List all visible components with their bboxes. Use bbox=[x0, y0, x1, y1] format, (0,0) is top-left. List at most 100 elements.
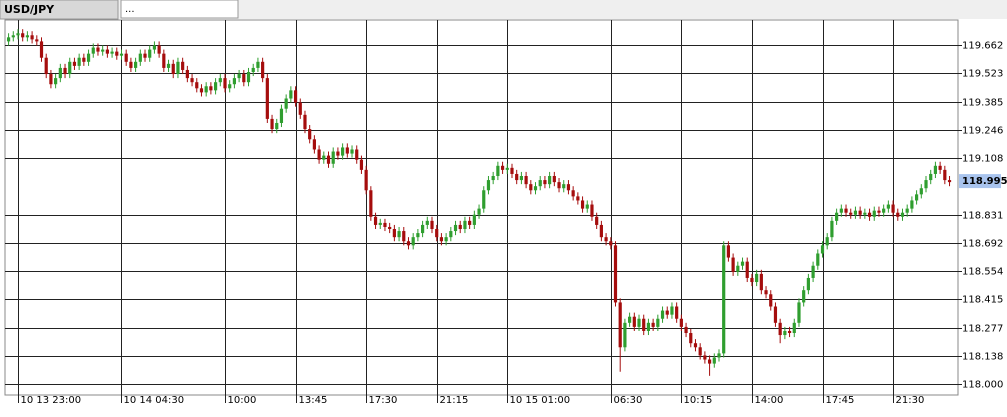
candle-body bbox=[839, 208, 843, 213]
candle-body bbox=[628, 316, 632, 323]
candle-body bbox=[383, 222, 387, 227]
candle-body bbox=[585, 204, 589, 209]
candle-body bbox=[764, 290, 768, 295]
candle-body bbox=[891, 204, 895, 213]
candle-body bbox=[308, 129, 312, 140]
candle-body bbox=[270, 118, 274, 130]
candle-body bbox=[176, 61, 180, 75]
candle-body bbox=[576, 196, 580, 201]
candle-body bbox=[237, 74, 241, 79]
candle-body bbox=[557, 182, 561, 189]
candle-body bbox=[242, 74, 246, 83]
candle-body bbox=[623, 322, 627, 348]
candle-body bbox=[797, 302, 801, 323]
candle-body bbox=[143, 53, 147, 58]
candle-body bbox=[326, 155, 331, 164]
candle-body bbox=[590, 204, 594, 217]
candle-body bbox=[63, 67, 67, 75]
candle-body bbox=[491, 175, 495, 181]
candle-body bbox=[406, 241, 411, 246]
candle-body bbox=[745, 261, 749, 278]
candle-body bbox=[378, 222, 382, 225]
candle-body bbox=[618, 302, 622, 348]
candle-body bbox=[684, 326, 688, 334]
candle-body bbox=[402, 231, 406, 242]
candle-body bbox=[181, 61, 185, 70]
candle-body bbox=[595, 216, 599, 225]
candle-body bbox=[279, 108, 284, 123]
candle-body bbox=[275, 122, 279, 130]
candle-body bbox=[246, 71, 251, 83]
x-tick-label: 10 13 23:00 bbox=[21, 395, 82, 406]
candle-body bbox=[566, 184, 571, 191]
y-tick-label: 119.108 bbox=[962, 154, 1003, 165]
candle-body bbox=[562, 184, 566, 189]
candle-body bbox=[929, 173, 933, 181]
candle-body bbox=[599, 224, 603, 238]
candle-body bbox=[110, 51, 114, 54]
candle-body bbox=[171, 63, 175, 75]
candle-body bbox=[44, 57, 48, 75]
candle-body bbox=[924, 180, 928, 189]
candle-body bbox=[341, 147, 345, 156]
candle-body bbox=[232, 78, 237, 85]
y-tick-label: 118.692 bbox=[962, 239, 1003, 250]
candle-body bbox=[722, 245, 726, 354]
candle-body bbox=[261, 61, 265, 79]
candle-body bbox=[284, 98, 288, 109]
candle-body bbox=[468, 220, 472, 225]
candle-body bbox=[698, 347, 702, 356]
candle-body bbox=[477, 208, 481, 215]
symbol-label: USD/JPY bbox=[4, 3, 55, 16]
candle-body bbox=[209, 86, 213, 91]
candle-body bbox=[218, 78, 222, 83]
candle-body bbox=[825, 237, 829, 246]
candle-body bbox=[938, 165, 942, 170]
candle-body bbox=[39, 41, 44, 58]
candle-body bbox=[670, 306, 674, 315]
candle-body bbox=[388, 226, 392, 230]
candle-body bbox=[439, 237, 444, 242]
candle-body bbox=[947, 180, 952, 183]
candle-body bbox=[524, 175, 528, 185]
candle-body bbox=[435, 229, 439, 238]
candle-body bbox=[119, 53, 124, 56]
candle-body bbox=[867, 212, 872, 217]
candle-body bbox=[416, 233, 420, 238]
candle-body bbox=[543, 180, 547, 185]
candle-body bbox=[651, 322, 655, 327]
second-tab[interactable] bbox=[120, 0, 239, 19]
candle-body bbox=[336, 151, 340, 156]
candle-body bbox=[486, 180, 491, 191]
candle-body bbox=[726, 245, 731, 258]
candle-body bbox=[632, 316, 636, 327]
candle-body bbox=[21, 33, 25, 38]
candle-body bbox=[25, 35, 29, 38]
candle-body bbox=[510, 167, 514, 174]
candle-body bbox=[298, 102, 302, 115]
candle-body bbox=[863, 212, 867, 215]
candle-body bbox=[707, 359, 712, 364]
candle-body bbox=[736, 265, 740, 272]
candle-body bbox=[886, 204, 890, 209]
candle-body bbox=[853, 210, 858, 215]
candle-body bbox=[905, 208, 909, 213]
symbol-tab[interactable] bbox=[0, 0, 119, 20]
x-tick-label: 10:00 bbox=[228, 395, 257, 406]
candle-body bbox=[96, 47, 100, 52]
x-tick-label: 06:30 bbox=[614, 395, 643, 406]
candle-body bbox=[293, 90, 298, 103]
candle-body bbox=[265, 78, 269, 119]
candle-body bbox=[552, 175, 556, 183]
candle-body bbox=[660, 310, 665, 319]
x-tick-label: 10 15 01:00 bbox=[510, 395, 571, 406]
candle-body bbox=[787, 330, 792, 334]
candle-body bbox=[256, 61, 260, 68]
candle-body bbox=[900, 212, 905, 217]
candle-body bbox=[500, 165, 505, 170]
plot-area bbox=[4, 19, 959, 396]
candle-body bbox=[105, 49, 109, 54]
x-tick-label: 13:45 bbox=[299, 395, 328, 406]
y-tick-label: 118.554 bbox=[962, 267, 1003, 278]
candle-body bbox=[806, 277, 810, 291]
